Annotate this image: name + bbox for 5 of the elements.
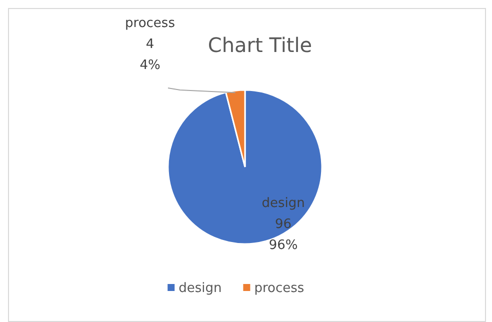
text: Chart Title (208, 33, 312, 57)
legend-label: process (254, 281, 304, 296)
data-label: process 4 4% (125, 16, 176, 73)
data-label: design 96 96% (262, 196, 305, 254)
legend-label: design (178, 281, 222, 296)
